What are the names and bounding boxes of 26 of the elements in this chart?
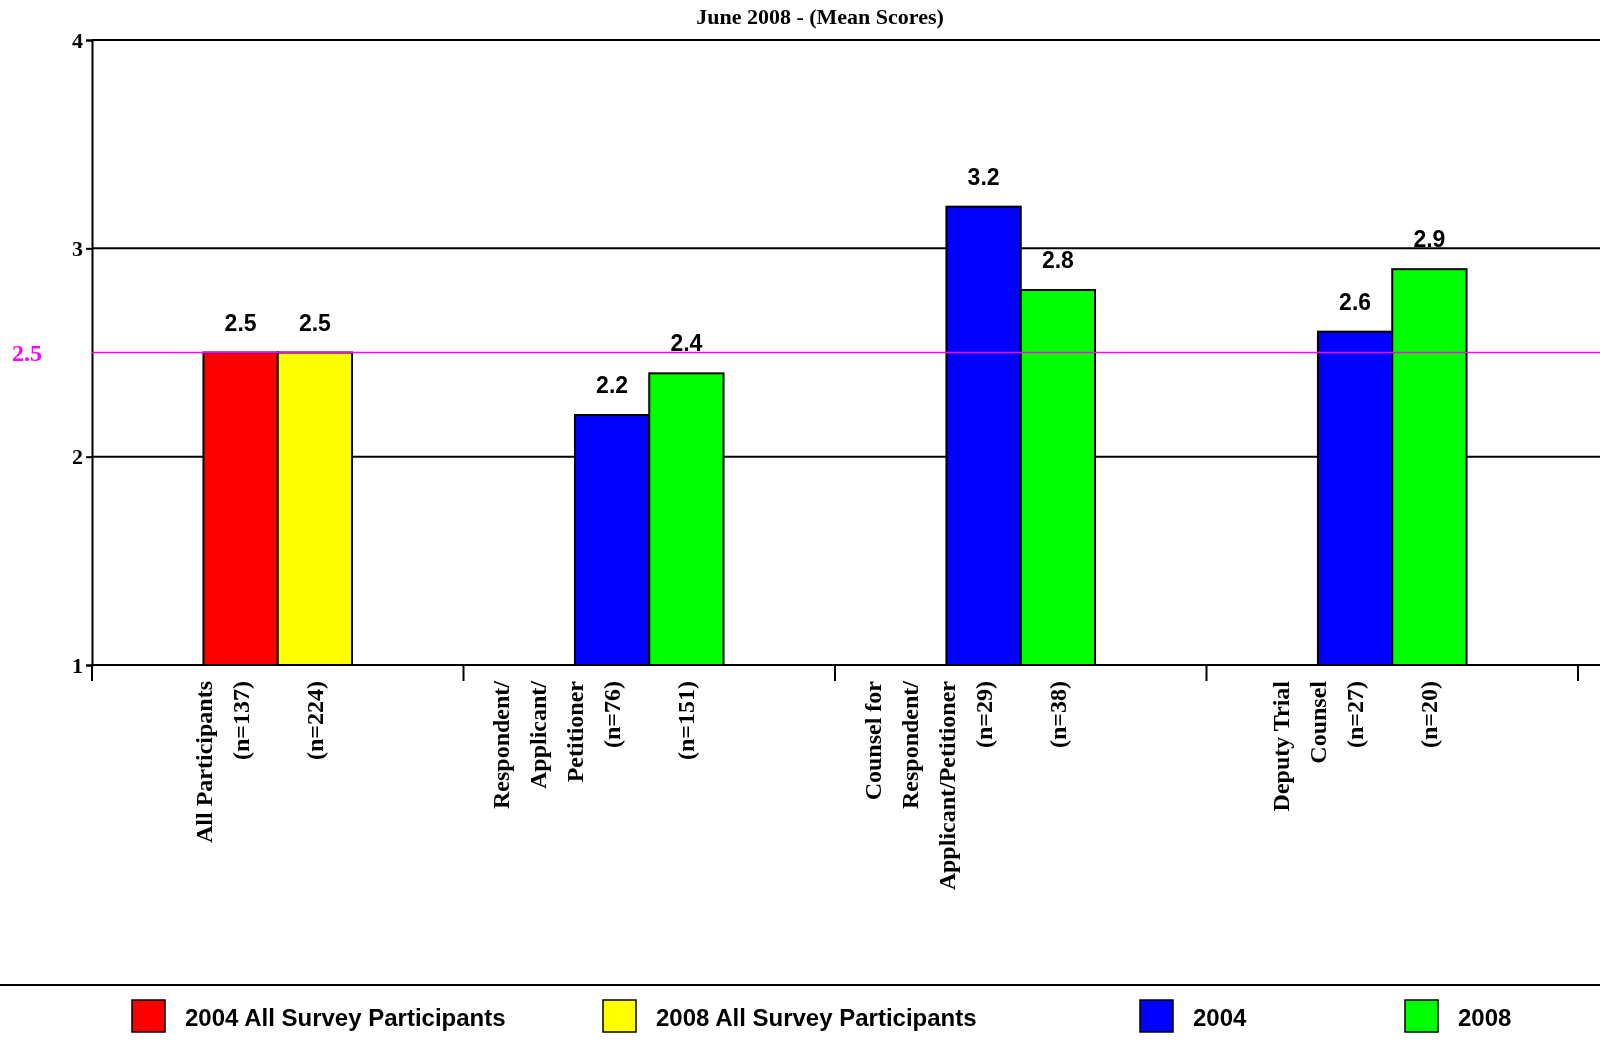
data-label: 3.2 xyxy=(967,163,1000,190)
ref-line-label: 2.5 xyxy=(12,339,42,366)
chart-title: June 2008 - (Mean Scores) xyxy=(696,4,944,29)
y-tick-label: 3 xyxy=(72,235,83,261)
x-tick-label: (n=38) xyxy=(1044,681,1071,749)
legend-label: 2004 All Survey Participants xyxy=(185,1004,506,1031)
y-tick-label: 1 xyxy=(72,652,83,678)
data-label: 2.4 xyxy=(670,330,703,357)
data-label: 2.9 xyxy=(1413,226,1446,253)
legend-label: 2008 xyxy=(1458,1004,1512,1031)
legend-label: 2004 xyxy=(1193,1004,1248,1031)
x-tick-label: Deputy Trial Counsel (n=27) xyxy=(1268,680,1369,812)
data-label: 2.5 xyxy=(224,309,257,336)
data-label: 2.8 xyxy=(1041,247,1075,273)
x-tick-label: All Participants (n=137) xyxy=(190,681,254,843)
data-label: 2.5 xyxy=(298,309,332,336)
x-tick-label: (n=224) xyxy=(301,681,328,761)
data-label: 2.2 xyxy=(596,372,629,398)
x-tick-label: (n=151) xyxy=(673,681,700,761)
legend-label: 2008 All Survey Participants xyxy=(656,1004,977,1031)
y-tick-label: 4 xyxy=(72,27,83,53)
y-tick-label: 2 xyxy=(72,444,83,470)
x-tick-label: Respondent/ Applicant/ Petitioner (n=76) xyxy=(488,680,626,810)
x-tick-label: Counsel for Respondent/ Applicant/Petitioner (n=29) xyxy=(859,680,997,891)
data-label: 2.6 xyxy=(1339,288,1372,315)
x-tick-label: (n=20) xyxy=(1416,681,1443,749)
